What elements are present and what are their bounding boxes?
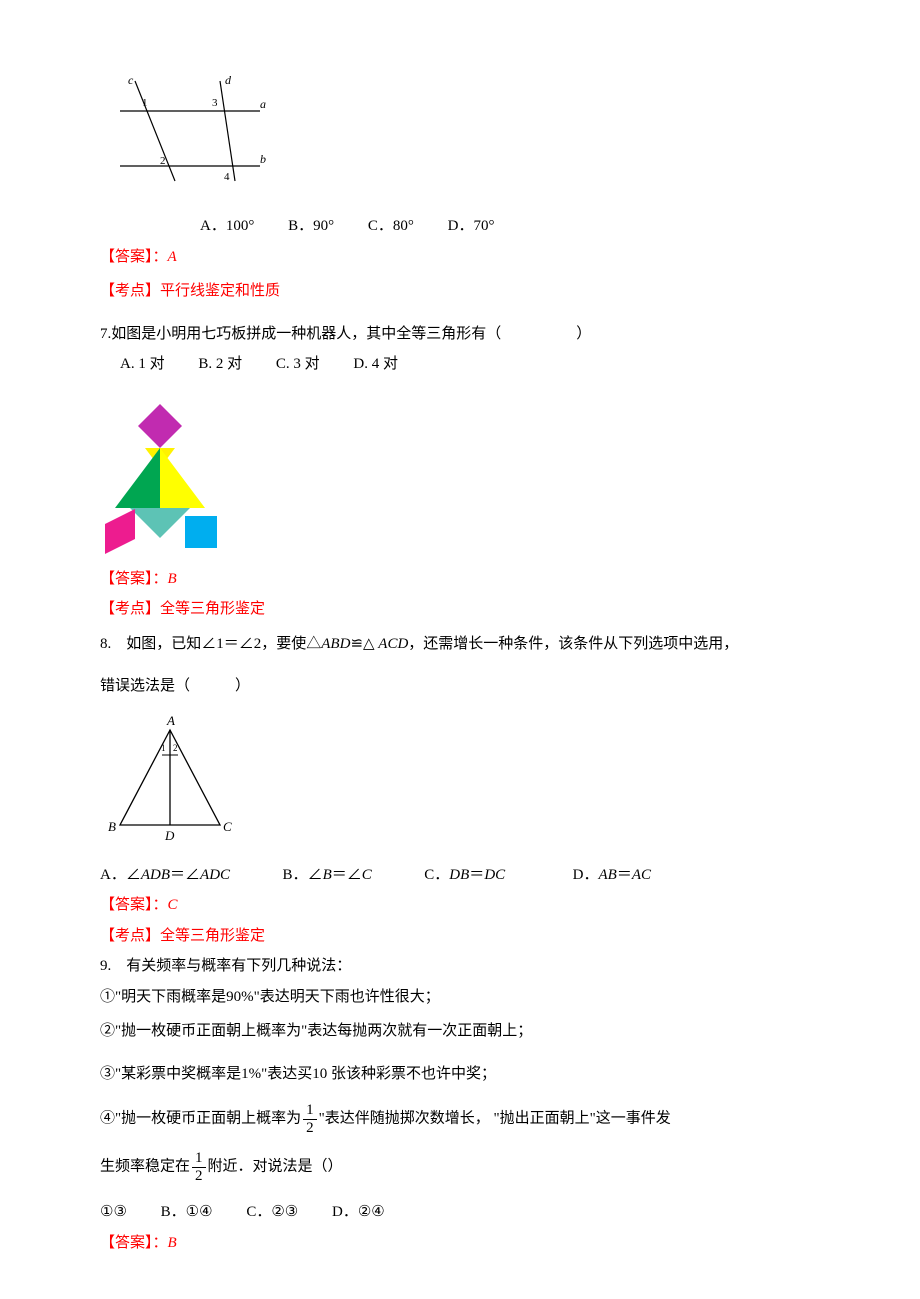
q9-s4: ④"抛一枚硬币正面朝上概率为12"表达伴随抛掷次数增长， "抛出正面朝上"这一事… bbox=[100, 1102, 820, 1136]
svg-text:D: D bbox=[164, 828, 175, 843]
q9-text: 9. 有关频率与概率有下列几种说法： bbox=[100, 952, 820, 981]
q8-opt-d: D．AB＝AC bbox=[573, 867, 651, 883]
q6-opt-d: D．70° bbox=[448, 218, 495, 234]
q6-opt-c: C．80° bbox=[368, 218, 414, 234]
q8-figure: A B C D 1 2 bbox=[100, 715, 820, 855]
q9-opt-a: ①③ bbox=[100, 1204, 127, 1220]
svg-text:4: 4 bbox=[224, 171, 230, 183]
svg-text:a: a bbox=[260, 97, 266, 111]
q8-text2: 错误选法是（ ） bbox=[100, 672, 820, 701]
q7-text: 7.如图是小明用七巧板拼成一种机器人，其中全等三角形有（ ） bbox=[100, 320, 820, 349]
fraction-half-2: 12 bbox=[192, 1150, 206, 1184]
q9-s2: ②"抛一枚硬币正面朝上概率为"表达每抛两次就有一次正面朝上； bbox=[100, 1017, 820, 1046]
q6-options: A．100° B．90° C．80° D．70° bbox=[100, 212, 820, 241]
fraction-half: 12 bbox=[303, 1102, 317, 1136]
svg-text:C: C bbox=[223, 819, 232, 834]
q8-opt-b: B．∠B＝∠C bbox=[283, 867, 376, 883]
q7-topic: 【考点】全等三角形鉴定 bbox=[100, 595, 820, 624]
q9-s5: 生频率稳定在12附近．对说法是（） bbox=[100, 1150, 820, 1184]
svg-text:A: A bbox=[166, 715, 175, 728]
q6-svg: c d a b 1 3 2 4 bbox=[100, 66, 270, 206]
svg-text:2: 2 bbox=[160, 155, 166, 167]
q7-answer: 【答案】：B bbox=[100, 565, 820, 594]
q8-answer: 【答案】：C bbox=[100, 891, 820, 920]
svg-text:b: b bbox=[260, 152, 266, 166]
svg-text:1: 1 bbox=[161, 743, 166, 753]
q7-opt-c: C. 3 对 bbox=[276, 356, 320, 372]
q9-s3: ③"某彩票中奖概率是1%"表达买10 张该种彩票不也许中奖； bbox=[100, 1060, 820, 1089]
svg-text:2: 2 bbox=[173, 743, 178, 753]
q9-opt-b: B．①④ bbox=[161, 1204, 213, 1220]
q8-opt-a: A．∠ADB＝∠ADC bbox=[100, 867, 234, 883]
q6-opt-a: A．100° bbox=[200, 218, 254, 234]
q8-svg: A B C D 1 2 bbox=[100, 715, 250, 855]
q7-tangram bbox=[100, 399, 240, 559]
q6-topic: 【考点】平行线鉴定和性质 bbox=[100, 277, 820, 306]
svg-text:B: B bbox=[108, 819, 116, 834]
svg-text:3: 3 bbox=[212, 97, 218, 109]
q9-s1: ①"明天下雨概率是90%"表达明天下雨也许性很大； bbox=[100, 983, 820, 1012]
q7-figure bbox=[100, 399, 820, 559]
q9-opt-c: C．②③ bbox=[246, 1204, 298, 1220]
q8-text: 8. 如图，已知∠1＝∠2，要使△ABD≌△ ACD，还需增长一种条件，该条件从… bbox=[100, 630, 820, 659]
q8-options: A．∠ADB＝∠ADC B．∠B＝∠C C．DB＝DC D．AB＝AC bbox=[100, 861, 820, 890]
q7-opt-d: D. 4 对 bbox=[353, 356, 398, 372]
q6-answer: 【答案】：A bbox=[100, 243, 820, 272]
q6-figure: c d a b 1 3 2 4 bbox=[100, 66, 820, 206]
svg-text:1: 1 bbox=[142, 97, 148, 109]
q7-options: A. 1 对 B. 2 对 C. 3 对 D. 4 对 bbox=[100, 350, 820, 379]
q6-opt-b: B．90° bbox=[288, 218, 334, 234]
q7-opt-b: B. 2 对 bbox=[198, 356, 242, 372]
q7-opt-a: A. 1 对 bbox=[120, 356, 165, 372]
q9-opt-d: D．②④ bbox=[332, 1204, 385, 1220]
q8-opt-c: C．DB＝DC bbox=[424, 867, 509, 883]
q9-answer: 【答案】：B bbox=[100, 1229, 820, 1258]
q8-topic: 【考点】全等三角形鉴定 bbox=[100, 922, 820, 951]
svg-text:c: c bbox=[128, 73, 134, 87]
svg-text:d: d bbox=[225, 73, 232, 87]
q9-options: ①③ B．①④ C．②③ D．②④ bbox=[100, 1198, 820, 1227]
